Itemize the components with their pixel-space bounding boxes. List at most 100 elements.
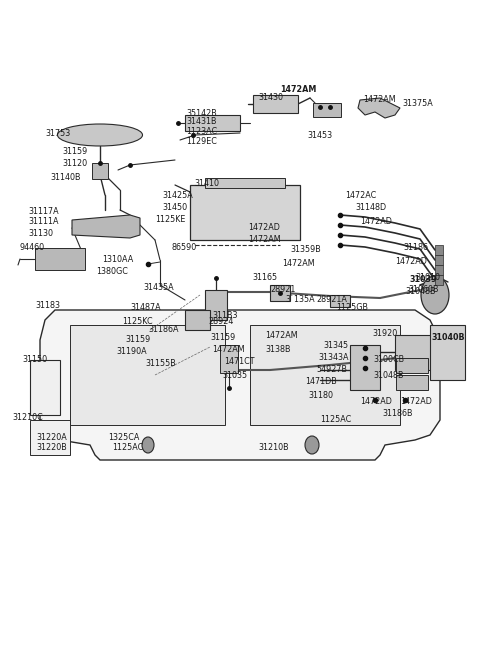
Text: 31159: 31159 <box>210 334 235 342</box>
Bar <box>205 178 285 188</box>
Bar <box>270 285 290 301</box>
Bar <box>435 245 443 255</box>
Text: 94460: 94460 <box>20 244 45 252</box>
Text: 1325CA: 1325CA <box>108 432 139 442</box>
Bar <box>253 95 298 113</box>
Text: 1125KC: 1125KC <box>122 317 153 327</box>
Text: 1471CT: 1471CT <box>224 357 254 367</box>
Text: 31159: 31159 <box>62 148 87 156</box>
Bar <box>330 295 350 307</box>
Ellipse shape <box>142 437 154 453</box>
Text: 31920: 31920 <box>372 328 397 338</box>
Polygon shape <box>358 98 400 118</box>
Text: 1123AC: 1123AC <box>186 127 217 135</box>
Text: 35142B: 35142B <box>186 108 217 118</box>
Text: 31450: 31450 <box>162 202 187 212</box>
Text: 54927B: 54927B <box>316 365 347 374</box>
Bar <box>35 248 85 270</box>
Text: 31035: 31035 <box>222 371 247 380</box>
Text: 31111A: 31111A <box>28 217 59 227</box>
Text: 31165: 31165 <box>252 273 277 283</box>
Text: 3`135A: 3`135A <box>285 296 314 304</box>
Text: 31186A: 31186A <box>148 325 179 334</box>
Text: 31220B: 31220B <box>36 443 67 451</box>
Text: 31040B: 31040B <box>432 332 466 342</box>
Text: 1472AC: 1472AC <box>345 191 376 200</box>
Text: 31117A: 31117A <box>28 208 59 217</box>
Text: 86590: 86590 <box>172 244 197 252</box>
Text: 31343A: 31343A <box>318 353 348 363</box>
Text: 31753: 31753 <box>45 129 70 137</box>
Bar <box>205 290 227 320</box>
Bar <box>250 325 400 425</box>
Text: 3138B: 3138B <box>265 346 290 355</box>
Text: 1472AM: 1472AM <box>363 95 396 104</box>
Ellipse shape <box>58 124 143 146</box>
Text: 31048B: 31048B <box>405 288 435 296</box>
Text: 31345: 31345 <box>323 340 348 350</box>
Text: 31140B: 31140B <box>50 173 81 183</box>
Bar <box>435 265 443 275</box>
Text: 31120: 31120 <box>62 158 87 168</box>
Text: 31010: 31010 <box>415 273 440 283</box>
Polygon shape <box>40 310 440 460</box>
Text: 28924: 28924 <box>208 317 233 327</box>
Bar <box>435 275 443 285</box>
Text: 31048B: 31048B <box>373 371 404 380</box>
Ellipse shape <box>421 276 449 314</box>
Text: 1472AM: 1472AM <box>265 332 298 340</box>
Text: 31435A: 31435A <box>143 284 174 292</box>
Bar <box>396 358 428 373</box>
Text: 31430: 31430 <box>258 93 283 102</box>
Polygon shape <box>72 215 140 238</box>
Text: 31210C: 31210C <box>12 413 43 422</box>
Bar <box>185 115 240 131</box>
Bar <box>313 103 341 117</box>
Text: 1472AM: 1472AM <box>280 85 316 95</box>
Text: 31410: 31410 <box>194 179 219 187</box>
Text: 1129EC: 1129EC <box>186 137 217 145</box>
Text: 31220A: 31220A <box>36 432 67 442</box>
Text: 31425A: 31425A <box>162 191 193 200</box>
Ellipse shape <box>305 436 319 454</box>
Bar <box>395 335 435 370</box>
Text: 1472AM: 1472AM <box>212 346 245 355</box>
Text: 31186B: 31186B <box>382 409 412 419</box>
Text: 1125KE: 1125KE <box>155 215 185 225</box>
Text: 31159: 31159 <box>125 336 150 344</box>
Text: 31155B: 31155B <box>145 359 176 367</box>
Text: 31453: 31453 <box>307 131 332 141</box>
Text: 31039: 31039 <box>410 275 437 284</box>
Text: 31186: 31186 <box>403 244 428 252</box>
Text: 31148D: 31148D <box>355 204 386 212</box>
Text: 1471DB: 1471DB <box>305 378 337 386</box>
Text: 1125AC: 1125AC <box>112 443 143 453</box>
Polygon shape <box>30 420 70 455</box>
Text: 31183: 31183 <box>35 300 60 309</box>
Text: 1472AM: 1472AM <box>282 258 314 267</box>
Text: 1310AA: 1310AA <box>102 256 133 265</box>
Text: 31180: 31180 <box>308 390 333 399</box>
Text: 1472AM: 1472AM <box>248 235 281 244</box>
Bar <box>190 185 300 240</box>
Text: 31375A: 31375A <box>402 99 433 108</box>
Text: 31190A: 31190A <box>116 348 146 357</box>
Text: 3100CB: 3100CB <box>373 355 404 365</box>
Bar <box>430 325 465 380</box>
Bar <box>92 163 108 179</box>
Text: 31150: 31150 <box>22 355 47 365</box>
Text: 1125GB: 1125GB <box>336 302 368 311</box>
Text: 311B3: 311B3 <box>212 311 238 319</box>
Bar <box>30 360 60 415</box>
Text: 31060B: 31060B <box>408 286 439 294</box>
Text: 1472AD: 1472AD <box>360 217 392 225</box>
Text: 31130: 31130 <box>28 229 53 237</box>
Text: 1380GC: 1380GC <box>96 267 128 277</box>
Bar <box>185 310 210 330</box>
Bar <box>70 325 225 425</box>
Text: 28921A: 28921A <box>316 296 347 304</box>
Bar <box>435 255 443 265</box>
Text: 31487A: 31487A <box>130 304 161 313</box>
Text: 31431B: 31431B <box>186 118 216 127</box>
Text: 1472AD: 1472AD <box>400 397 432 407</box>
